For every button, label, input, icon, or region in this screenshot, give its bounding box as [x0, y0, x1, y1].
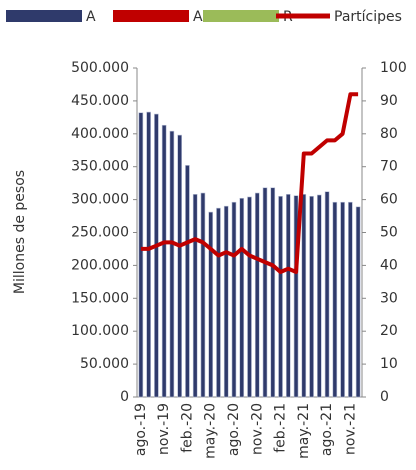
legend-swatch: [203, 10, 279, 22]
y2-tick-label: 70: [380, 159, 398, 175]
y2-tick-label: 80: [380, 126, 398, 142]
y2-tick-label: 60: [380, 192, 398, 208]
x-tick-label: may.-21: [296, 403, 312, 459]
bar: [247, 196, 252, 398]
legend-label: Partícipes: [334, 9, 402, 25]
bar: [223, 205, 229, 398]
y2-tick-label: 40: [380, 257, 398, 273]
y2-tick-label: 20: [380, 323, 398, 339]
bar: [239, 197, 245, 398]
bar: [192, 194, 198, 398]
bar: [146, 111, 151, 398]
legend-swatch: [113, 10, 189, 22]
bar: [208, 211, 214, 398]
bar: [332, 201, 338, 398]
y2-tick-label: 100: [380, 60, 407, 76]
bar: [285, 194, 291, 398]
bar: [138, 112, 144, 398]
bar: [301, 194, 307, 398]
bar: [317, 194, 322, 398]
y-tick-label: 300.000: [71, 192, 129, 208]
y2-tick-label: 30: [380, 290, 398, 306]
bar: [324, 191, 330, 398]
x-tick-label: ago.-19: [133, 403, 149, 456]
y-tick-label: 50.000: [80, 356, 129, 372]
x-tick-label: feb.-21: [273, 403, 289, 453]
bar: [262, 187, 268, 398]
y-axis-label: Millones de pesos: [12, 170, 28, 294]
bar: [340, 201, 345, 398]
legend-label: A: [86, 9, 96, 25]
bar: [293, 195, 299, 398]
line: [140, 92, 359, 274]
x-tick-label: feb.-20: [179, 403, 195, 453]
bar: [200, 192, 206, 398]
y2-tick-label: 90: [380, 93, 398, 109]
bar: [161, 124, 167, 398]
bar: [278, 196, 283, 398]
bar: [154, 113, 159, 398]
bar: [185, 165, 190, 398]
x-tick-label: nov.-20: [249, 403, 265, 455]
bar: [355, 206, 361, 398]
y-tick-label: 100.000: [71, 323, 129, 339]
y-tick-label: 150.000: [71, 290, 129, 306]
bar: [270, 187, 276, 398]
bar: [254, 192, 260, 398]
bar: [309, 196, 314, 398]
bar: [169, 130, 175, 398]
bar: [348, 201, 353, 398]
y-tick-label: 400.000: [71, 126, 129, 142]
y-tick-label: 350.000: [71, 159, 129, 175]
y-tick-label: 0: [120, 389, 129, 405]
y2-tick-label: 50: [380, 225, 398, 241]
y-tick-label: 450.000: [71, 93, 129, 109]
bar: [231, 201, 237, 398]
legend-swatch: [6, 10, 82, 22]
x-tick-label: nov.-19: [156, 403, 172, 455]
x-tick-label: may.-20: [203, 403, 219, 459]
y2-tick-label: 10: [380, 356, 398, 372]
y2-tick-label: 0: [380, 389, 389, 405]
y-tick-label: 250.000: [71, 225, 129, 241]
y-tick-label: 200.000: [71, 257, 129, 273]
x-tick-label: ago.-20: [226, 403, 242, 456]
x-tick-label: nov.-21: [342, 403, 358, 455]
y-tick-label: 500.000: [71, 60, 129, 76]
x-tick-label: ago.-21: [319, 403, 335, 456]
bar: [177, 134, 182, 398]
bar: [216, 207, 221, 398]
